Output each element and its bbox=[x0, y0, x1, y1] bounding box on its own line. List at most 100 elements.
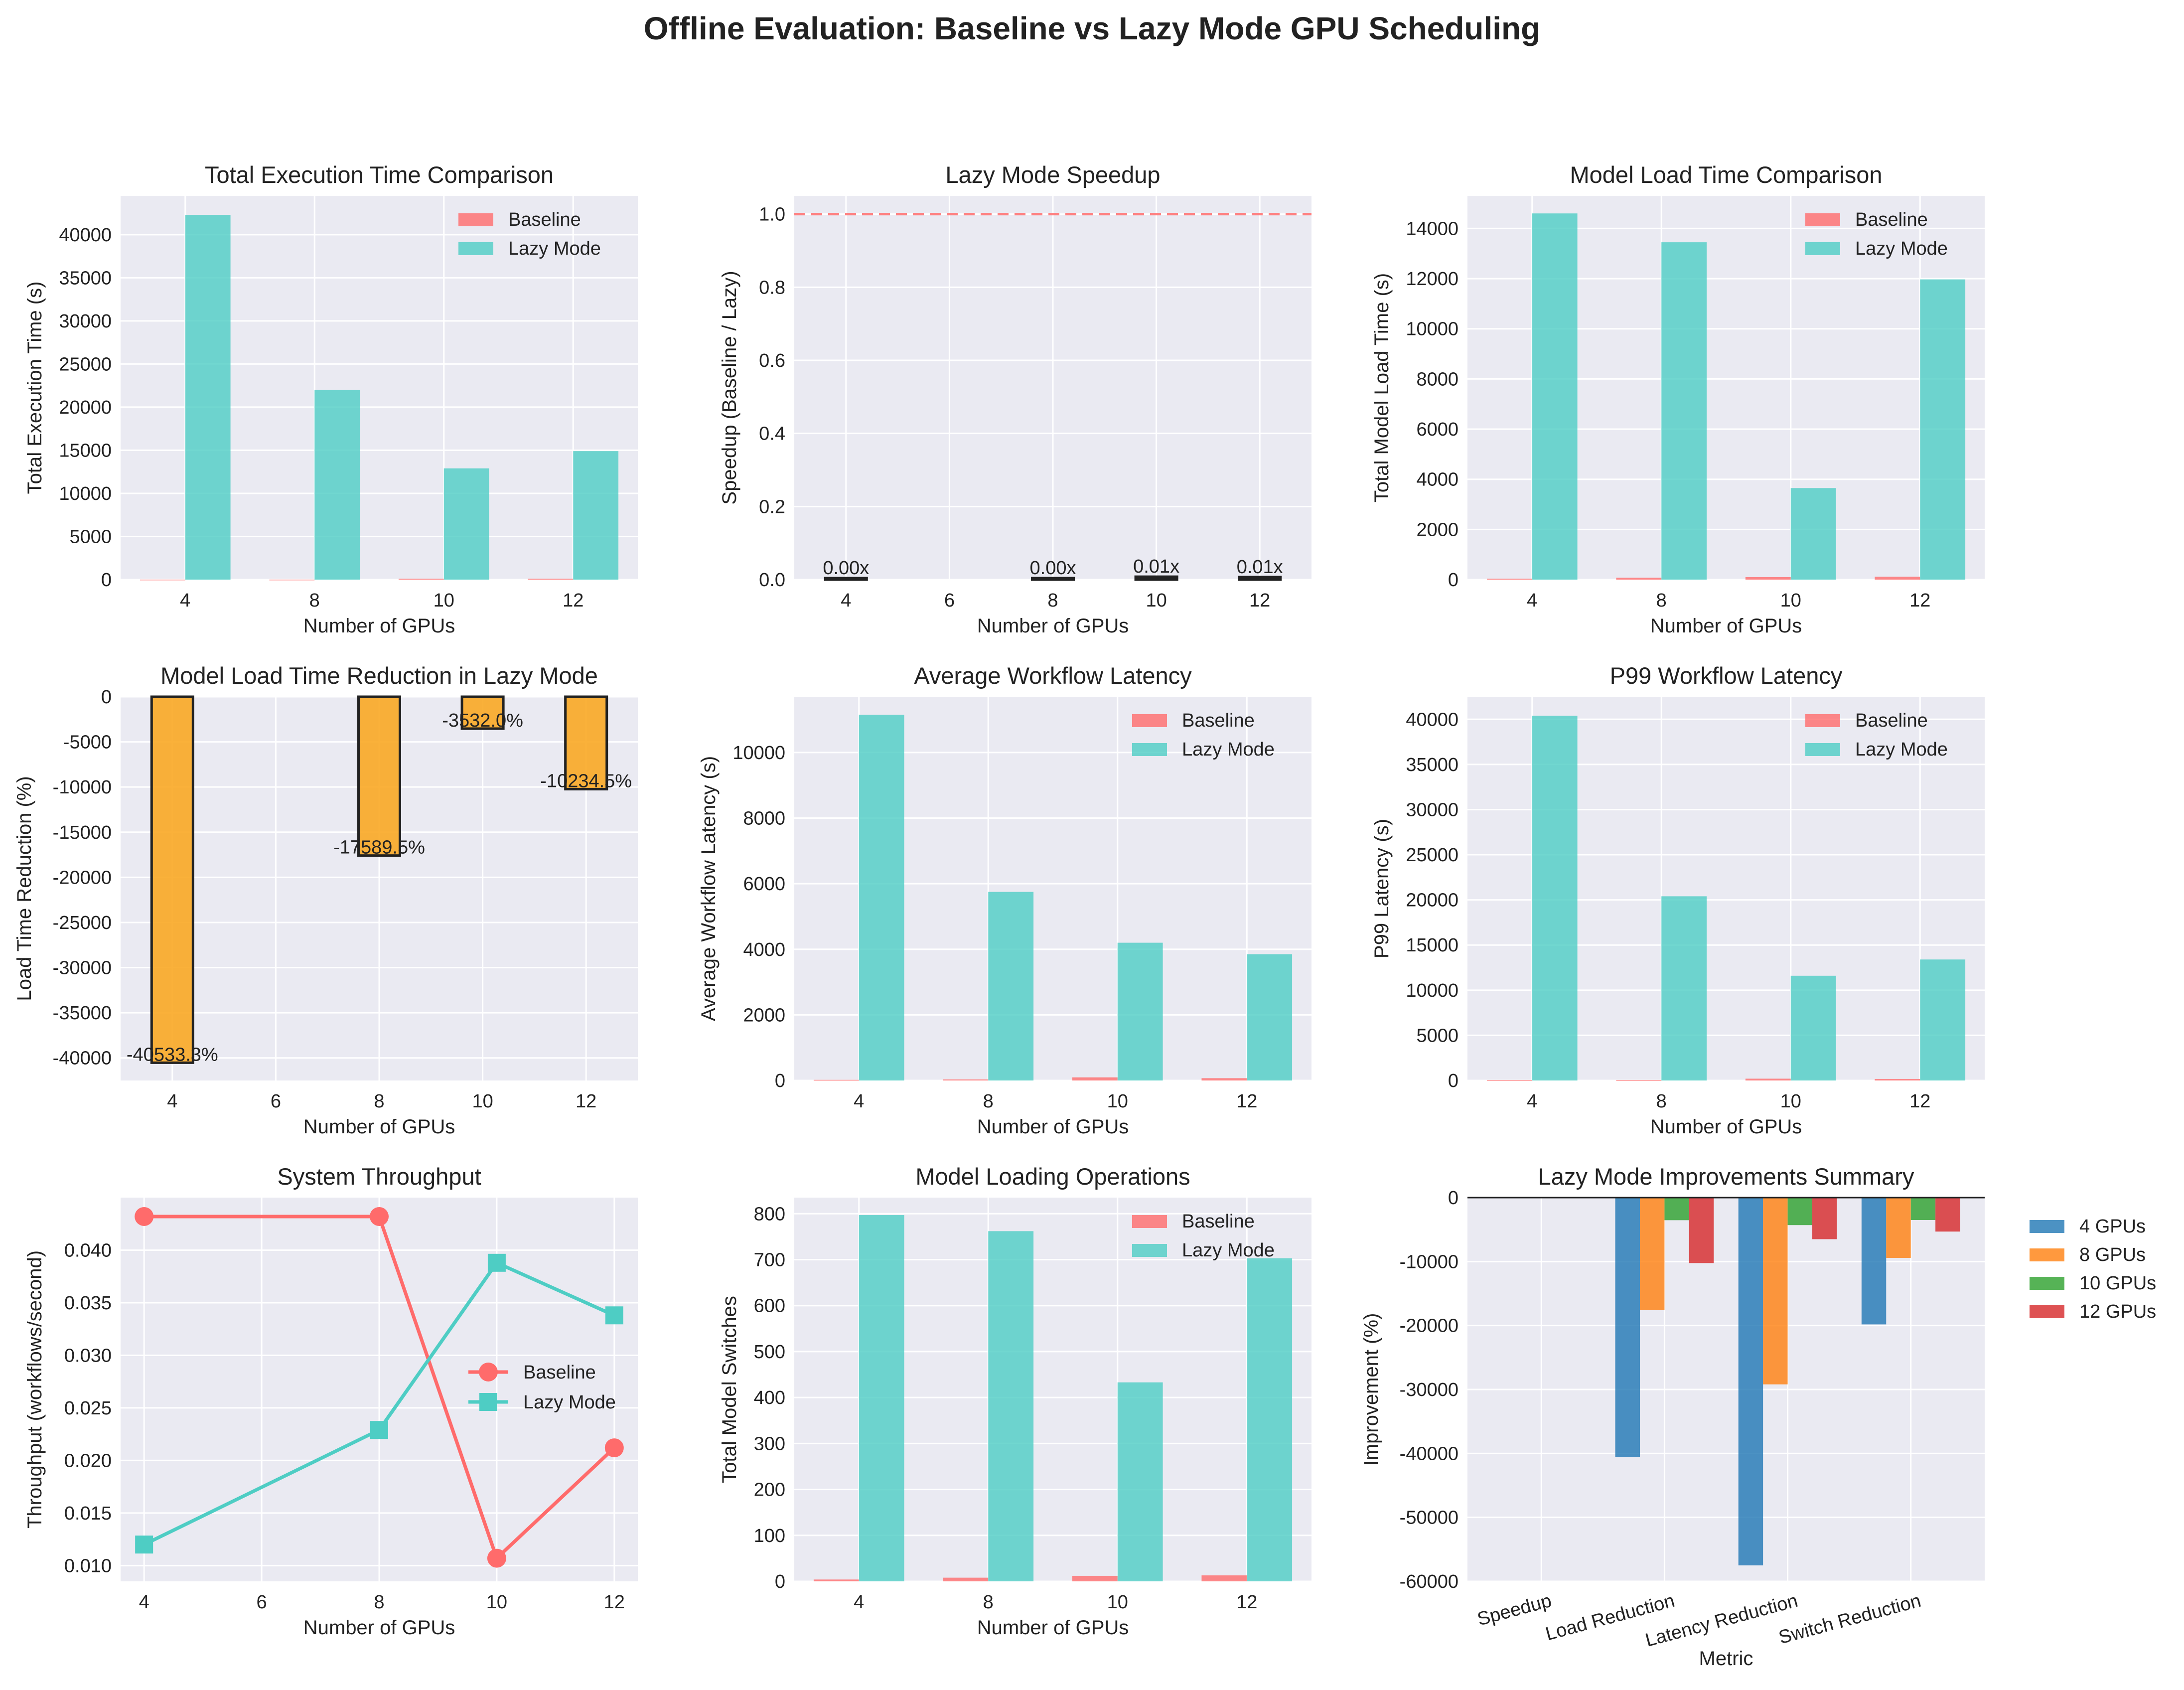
y-axis-label: Load Time Reduction (%) bbox=[13, 776, 35, 1001]
y-tick-label: 0.8 bbox=[759, 277, 785, 298]
bar-lazy bbox=[1790, 488, 1836, 580]
x-axis-label: Number of GPUs bbox=[977, 1617, 1129, 1639]
y-tick-label: -5000 bbox=[63, 732, 112, 753]
y-tick-label: -10000 bbox=[53, 777, 112, 798]
bar-baseline bbox=[1072, 1077, 1118, 1080]
legend-swatch bbox=[1132, 714, 1167, 727]
y-tick-label: 25000 bbox=[1406, 845, 1458, 866]
y-tick-label: -40000 bbox=[1400, 1443, 1458, 1464]
y-tick-label: 15000 bbox=[59, 440, 112, 461]
legend-label: Baseline bbox=[1855, 209, 1928, 230]
y-tick-label: 10000 bbox=[732, 743, 785, 764]
y-tick-label: 4000 bbox=[743, 939, 785, 960]
y-tick-label: 2000 bbox=[743, 1005, 785, 1026]
point-lazy bbox=[135, 1536, 153, 1554]
x-tick-label: 8 bbox=[374, 1592, 384, 1613]
y-tick-label: 400 bbox=[754, 1387, 785, 1408]
bar-summary-1 bbox=[1886, 1198, 1911, 1258]
bar-lazy bbox=[859, 715, 904, 1080]
y-tick-label: 0 bbox=[101, 687, 112, 708]
bar-baseline bbox=[1616, 1079, 1662, 1081]
legend-label: Lazy Mode bbox=[1855, 238, 1948, 259]
bar-lazy bbox=[1790, 975, 1836, 1080]
bar-baseline bbox=[1616, 578, 1662, 580]
x-tick-label: 8 bbox=[1656, 590, 1667, 611]
speedup-bar bbox=[824, 577, 868, 581]
y-tick-label: 600 bbox=[754, 1296, 785, 1317]
x-tick-label: 6 bbox=[944, 590, 955, 611]
legend-swatch bbox=[1132, 1215, 1167, 1228]
bar-lazy bbox=[1247, 954, 1293, 1080]
chart-title: Lazy Mode Improvements Summary bbox=[1538, 1163, 1914, 1190]
bar-lazy bbox=[1920, 959, 1966, 1080]
legend-label: Baseline bbox=[1182, 1211, 1255, 1232]
legend-label: Baseline bbox=[1855, 710, 1928, 731]
x-axis-label: Number of GPUs bbox=[977, 615, 1129, 637]
y-axis-label: Total Execution Time (s) bbox=[24, 282, 46, 494]
x-tick-label: Speedup bbox=[1475, 1590, 1554, 1630]
x-tick-label: 8 bbox=[1656, 1091, 1667, 1112]
y-tick-label: 100 bbox=[754, 1526, 785, 1546]
point-lazy bbox=[370, 1421, 388, 1439]
x-tick-label: 12 bbox=[1236, 1091, 1257, 1112]
legend-label: Baseline bbox=[508, 209, 581, 230]
legend-swatch bbox=[1132, 1244, 1167, 1257]
point-baseline bbox=[604, 1438, 624, 1458]
x-tick-label: 4 bbox=[841, 590, 851, 611]
legend-swatch bbox=[1132, 743, 1167, 756]
chart-summary: Lazy Mode Improvements Summary -60000 -500… bbox=[1360, 1163, 2156, 1670]
x-tick-label: 10 bbox=[486, 1592, 507, 1613]
chart-p99: P99 Workflow Latency 0 5000 10000 15000 20000… bbox=[1371, 662, 1985, 1138]
x-tick-label: 8 bbox=[983, 1592, 994, 1613]
y-tick-label: 12000 bbox=[1406, 269, 1458, 290]
legend-swatch bbox=[458, 242, 493, 255]
reduction-bar bbox=[150, 695, 194, 1064]
point-lazy bbox=[605, 1306, 623, 1325]
reduction-bar bbox=[460, 695, 505, 730]
x-tick-label: 8 bbox=[309, 590, 320, 611]
legend-marker bbox=[479, 1363, 498, 1382]
x-tick-label: 12 bbox=[1236, 1592, 1257, 1613]
bar-summary-1 bbox=[1640, 1198, 1665, 1310]
x-tick-label: 4 bbox=[854, 1091, 864, 1112]
legend-label: Lazy Mode bbox=[508, 238, 601, 259]
bar-lazy bbox=[859, 1215, 904, 1581]
speedup-bar bbox=[1134, 575, 1178, 581]
x-tick-label: 12 bbox=[1909, 1091, 1930, 1112]
y-tick-label: 8000 bbox=[743, 808, 785, 829]
chart-title: Model Load Time Comparison bbox=[1570, 161, 1883, 188]
legend-label: Lazy Mode bbox=[523, 1392, 616, 1413]
y-axis-label: P99 Latency (s) bbox=[1371, 819, 1393, 958]
y-tick-label: 30000 bbox=[59, 311, 112, 332]
data-label: 0.00x bbox=[1030, 558, 1076, 579]
y-tick-label: 0 bbox=[101, 570, 112, 591]
x-tick-label: 12 bbox=[1249, 590, 1270, 611]
bar-lazy bbox=[1532, 716, 1578, 1080]
y-tick-label: 0.040 bbox=[64, 1240, 112, 1261]
y-axis-label: Throughput (workflows/second) bbox=[24, 1250, 46, 1529]
data-label: 0.01x bbox=[1237, 557, 1283, 578]
chart-reduction: Model Load Time Reduction in Lazy Mode -4… bbox=[13, 662, 638, 1138]
point-lazy bbox=[487, 1253, 506, 1272]
y-axis-label: Total Model Load Time (s) bbox=[1371, 273, 1393, 502]
bar-baseline bbox=[813, 1579, 859, 1581]
figure-title: Offline Evaluation: Baseline vs Lazy Mod… bbox=[643, 10, 1541, 46]
x-tick-label: 4 bbox=[180, 590, 190, 611]
bar-summary-0 bbox=[1615, 1198, 1640, 1457]
x-tick-label: 4 bbox=[854, 1592, 864, 1613]
y-tick-label: 6000 bbox=[1416, 419, 1458, 440]
y-tick-label: 40000 bbox=[59, 225, 112, 246]
legend-label: Lazy Mode bbox=[1182, 1240, 1275, 1261]
y-tick-label: -40000 bbox=[53, 1048, 112, 1069]
bar-lazy bbox=[1247, 1258, 1293, 1581]
legend-label: 10 GPUs bbox=[2079, 1273, 2156, 1294]
speedup-bar bbox=[1030, 577, 1075, 581]
x-tick-label: 6 bbox=[257, 1592, 267, 1613]
x-tick-label: 8 bbox=[1047, 590, 1058, 611]
bar-summary-2 bbox=[1664, 1198, 1689, 1221]
y-tick-label: 0.015 bbox=[64, 1503, 112, 1524]
y-tick-label: 6000 bbox=[743, 874, 785, 895]
x-axis-label: Number of GPUs bbox=[1650, 1116, 1802, 1138]
bar-baseline bbox=[398, 579, 444, 580]
